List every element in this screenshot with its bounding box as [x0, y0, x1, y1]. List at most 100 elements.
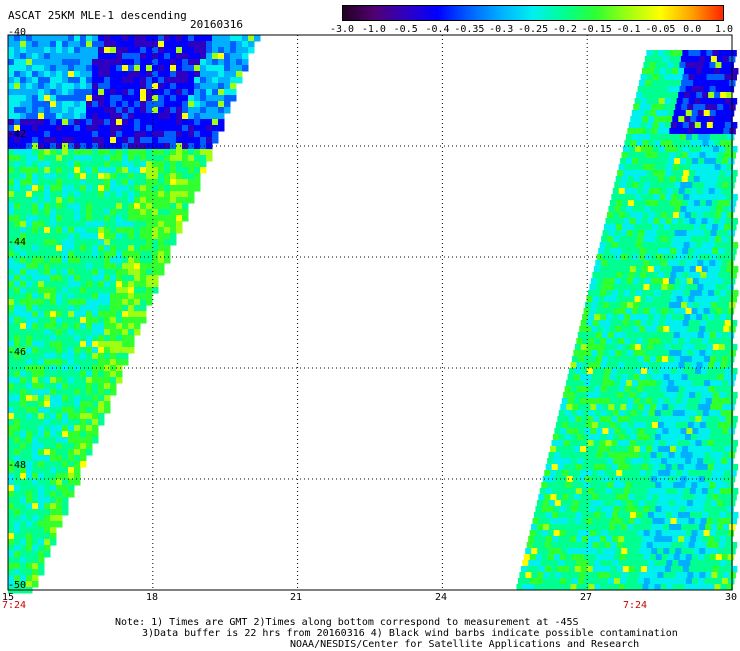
- swath-cell: [634, 518, 642, 525]
- swath-cell: [38, 353, 45, 360]
- swath-cell: [134, 269, 141, 276]
- swath-cell: [128, 131, 135, 138]
- swath-cell: [628, 344, 636, 351]
- swath-cell: [667, 332, 675, 339]
- swath-cell: [92, 185, 99, 192]
- swath-cell: [677, 68, 685, 75]
- swath-cell: [716, 56, 724, 63]
- swath-cell: [538, 494, 545, 501]
- swath-cell: [613, 530, 621, 537]
- swath-cell: [116, 293, 123, 300]
- swath-cell: [701, 170, 708, 177]
- swath-cell: [56, 359, 63, 366]
- swath-cell: [682, 74, 690, 81]
- swath-cell: [702, 434, 710, 441]
- swath-cell: [146, 107, 153, 114]
- swath-cell: [706, 50, 713, 57]
- swath-cell: [609, 572, 616, 579]
- swath-cell: [592, 518, 600, 525]
- swath-cell: [170, 215, 177, 222]
- swath-cell: [727, 260, 734, 267]
- swath-cell: [38, 515, 45, 522]
- swath-cell: [692, 182, 699, 189]
- swath-cell: [86, 359, 93, 366]
- swath-cell: [567, 374, 575, 381]
- swath-cell: [541, 506, 548, 513]
- swath-cell: [110, 233, 117, 240]
- swath-cell: [140, 83, 147, 90]
- swath-cell: [206, 83, 213, 90]
- swath-cell: [8, 269, 15, 276]
- swath-cell: [525, 572, 532, 579]
- swath-cell: [703, 284, 710, 291]
- swath-cell: [657, 524, 664, 531]
- swath-cell: [724, 296, 732, 303]
- swath-cell: [658, 566, 666, 573]
- swath-cell: [14, 107, 21, 114]
- swath-cell: [32, 233, 39, 240]
- swath-cell: [694, 470, 701, 477]
- swath-cell: [152, 197, 159, 204]
- swath-cell: [534, 560, 541, 567]
- swath-cell: [532, 518, 540, 525]
- swath-cell: [164, 155, 171, 162]
- swath-cell: [616, 470, 623, 477]
- swath-cell: [20, 413, 27, 420]
- swath-cell: [242, 47, 249, 54]
- swath-cell: [200, 161, 207, 168]
- swath-cell: [600, 584, 607, 591]
- swath-cell: [691, 236, 698, 243]
- swath-cell: [38, 329, 45, 336]
- swath-cell: [634, 566, 642, 573]
- swath-cell: [577, 356, 585, 363]
- swath-cell: [62, 389, 69, 396]
- swath-cell: [668, 254, 676, 261]
- swath-cell: [104, 215, 111, 222]
- swath-cell: [697, 506, 704, 513]
- swath-cell: [562, 566, 570, 573]
- swath-cell: [602, 254, 610, 261]
- swath-cell: [44, 221, 51, 228]
- swath-cell: [98, 353, 105, 360]
- swath-cell: [182, 41, 189, 48]
- swath-cell: [629, 170, 636, 177]
- swath-cell: [56, 227, 63, 234]
- swath-cell: [670, 344, 678, 351]
- swath-cell: [74, 83, 81, 90]
- swath-cell: [56, 143, 63, 150]
- swath-cell: [566, 404, 573, 411]
- swath-cell: [563, 440, 570, 447]
- swath-cell: [690, 386, 698, 393]
- swath-cell: [116, 143, 123, 150]
- swath-cell: [110, 257, 117, 264]
- swath-cell: [579, 548, 586, 555]
- swath-cell: [80, 65, 87, 72]
- swath-cell: [20, 353, 27, 360]
- swath-cell: [699, 524, 706, 531]
- swath-cell: [636, 140, 643, 147]
- swath-cell: [710, 476, 718, 483]
- swath-cell: [720, 410, 728, 417]
- swath-cell: [683, 68, 691, 75]
- swath-cell: [722, 182, 729, 189]
- swath-cell: [664, 344, 672, 351]
- swath-cell: [74, 425, 81, 432]
- swath-cell: [74, 53, 81, 60]
- swath-cell: [731, 266, 739, 273]
- swath-cell: [116, 65, 123, 72]
- swath-cell: [666, 164, 674, 171]
- swath-cell: [38, 455, 45, 462]
- swath-cell: [597, 326, 604, 333]
- swath-cell: [605, 392, 612, 399]
- swath-cell: [672, 584, 679, 591]
- swath-cell: [723, 524, 730, 531]
- swath-cell: [623, 464, 631, 471]
- swath-cell: [218, 95, 225, 102]
- swath-cell: [693, 572, 700, 579]
- swath-cell: [56, 257, 63, 264]
- swath-cell: [661, 134, 669, 141]
- swath-cell: [722, 158, 729, 165]
- swath-cell: [86, 383, 93, 390]
- swath-cell: [694, 494, 701, 501]
- swath-cell: [691, 62, 698, 69]
